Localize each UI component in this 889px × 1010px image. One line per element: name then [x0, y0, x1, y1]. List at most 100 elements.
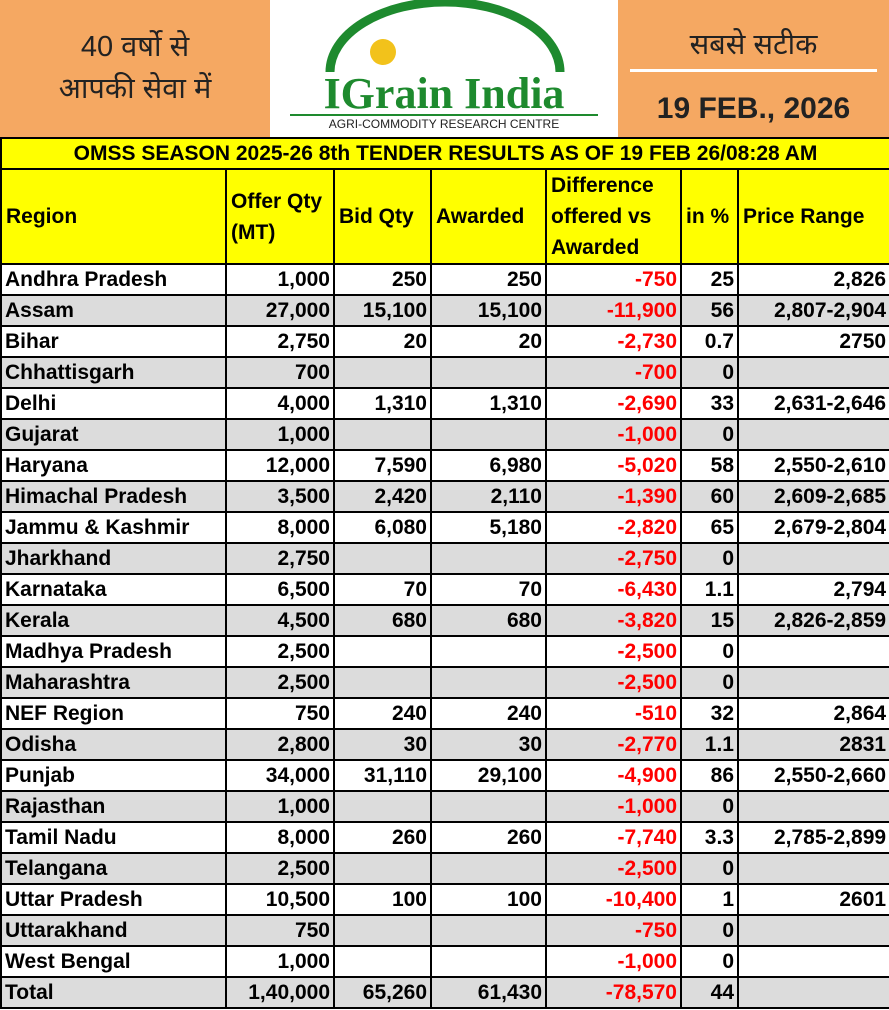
table-cell: -11,900: [545, 294, 682, 327]
table-cell: 70: [430, 573, 547, 606]
table-cell: 2,500: [225, 666, 335, 699]
table-row: Uttarakhand 750 -750 0: [0, 914, 889, 947]
table-cell: Punjab: [0, 759, 227, 792]
table-row: Uttar Pradesh 10,500 100 100 -10,400 1 2601: [0, 883, 889, 916]
table-cell: -2,820: [545, 511, 682, 544]
column-header: Region: [0, 168, 227, 265]
table-cell: 680: [430, 604, 547, 637]
table-cell: 30: [333, 728, 432, 761]
table-cell: 60: [680, 480, 739, 513]
tagline-box: 40 वर्षो से आपकी सेवा में: [0, 0, 270, 137]
table-cell: 30: [430, 728, 547, 761]
table-cell: [736, 945, 889, 978]
table-cell: -2,770: [545, 728, 682, 761]
date-box: सबसे सटीक 19 FEB., 2026: [618, 0, 889, 137]
table-cell: 0: [680, 666, 739, 699]
table-cell: 34,000: [225, 759, 335, 792]
table-cell: 12,000: [225, 449, 335, 482]
table-cell: 15,100: [430, 294, 547, 327]
table-row: Chhattisgarh 700 -700 0: [0, 356, 889, 389]
table-row: Assam 27,000 15,100 15,100 -11,900 56 2,807-2,…: [0, 294, 889, 327]
table-cell: Haryana: [0, 449, 227, 482]
table-cell: 2831: [736, 728, 889, 761]
table-cell: 65,260: [333, 976, 432, 1009]
table-cell: Chhattisgarh: [0, 356, 227, 389]
table-cell: Delhi: [0, 387, 227, 420]
table-cell: 33: [680, 387, 739, 420]
table-cell: 2,750: [225, 325, 335, 358]
table-cell: 0: [680, 418, 739, 451]
table-row: Maharashtra 2,500 -2,500 0: [0, 666, 889, 699]
table-cell: 0.7: [680, 325, 739, 358]
table-cell: 15,100: [333, 294, 432, 327]
table-cell: 1,000: [225, 263, 335, 296]
table-cell: 750: [225, 697, 335, 730]
table-cell: 2,500: [225, 852, 335, 885]
table-cell: 700: [225, 356, 335, 389]
table-cell: 1,000: [225, 945, 335, 978]
table-cell: [333, 418, 432, 451]
table-cell: Uttar Pradesh: [0, 883, 227, 916]
table-cell: [430, 635, 547, 668]
table-cell: 3.3: [680, 821, 739, 854]
table-cell: -2,500: [545, 666, 682, 699]
table-cell: Kerala: [0, 604, 227, 637]
table-row: Rajasthan 1,000 -1,000 0: [0, 790, 889, 823]
table-cell: Uttarakhand: [0, 914, 227, 947]
table-cell: 2,420: [333, 480, 432, 513]
table-cell: 15: [680, 604, 739, 637]
table-cell: -1,000: [545, 418, 682, 451]
table-cell: 260: [333, 821, 432, 854]
table-cell: 8,000: [225, 821, 335, 854]
table-row: West Bengal 1,000 -1,000 0: [0, 945, 889, 978]
table-row: Haryana 12,000 7,590 6,980 -5,020 58 2,550-2,6…: [0, 449, 889, 482]
table-cell: -510: [545, 697, 682, 730]
table-cell: [430, 418, 547, 451]
table-cell: 29,100: [430, 759, 547, 792]
table-cell: 27,000: [225, 294, 335, 327]
table-cell: [736, 790, 889, 823]
table-cell: 2,826-2,859: [736, 604, 889, 637]
table-cell: 2,750: [225, 542, 335, 575]
table-row: Punjab 34,000 31,110 29,100 -4,900 86 2,550-2,…: [0, 759, 889, 792]
column-header: Awarded: [430, 168, 547, 265]
table-cell: -750: [545, 914, 682, 947]
table-row: Jharkhand 2,750 -2,750 0: [0, 542, 889, 575]
table-cell: [333, 542, 432, 575]
table-cell: -2,500: [545, 635, 682, 668]
table-cell: 750: [225, 914, 335, 947]
table-cell: 10,500: [225, 883, 335, 916]
table-row: Kerala 4,500 680 680 -3,820 15 2,826-2,859: [0, 604, 889, 637]
table-cell: Karnataka: [0, 573, 227, 606]
column-header: Difference offered vs Awarded: [545, 168, 682, 265]
table-cell: [430, 542, 547, 575]
table-cell: 58: [680, 449, 739, 482]
table-cell: 5,180: [430, 511, 547, 544]
table-cell: Gujarat: [0, 418, 227, 451]
table-cell: 100: [430, 883, 547, 916]
logo-box: IGrain India AGRI-COMMODITY RESEARCH CEN…: [270, 0, 618, 137]
table-cell: [736, 914, 889, 947]
logo-subtitle: AGRI-COMMODITY RESEARCH CENTRE: [329, 117, 559, 131]
logo-icon: [370, 39, 396, 65]
table-cell: -2,690: [545, 387, 682, 420]
table-title: OMSS SEASON 2025-26 8th TENDER RESULTS A…: [0, 137, 889, 170]
table-cell: Maharashtra: [0, 666, 227, 699]
table-cell: West Bengal: [0, 945, 227, 978]
table-cell: 250: [430, 263, 547, 296]
table-cell: 1,310: [430, 387, 547, 420]
table-cell: [736, 542, 889, 575]
table-cell: 1.1: [680, 573, 739, 606]
table-cell: [333, 945, 432, 978]
table-cell: 1,310: [333, 387, 432, 420]
table-cell: 20: [430, 325, 547, 358]
table-row: Madhya Pradesh 2,500 -2,500 0: [0, 635, 889, 668]
table-cell: Himachal Pradesh: [0, 480, 227, 513]
table-row: Gujarat 1,000 -1,000 0: [0, 418, 889, 451]
table-cell: 240: [333, 697, 432, 730]
total-row: Total 1,40,000 65,260 61,430 -78,570 44: [0, 976, 889, 1009]
divider: [630, 69, 877, 72]
table-cell: 2750: [736, 325, 889, 358]
table-row: Jammu & Kashmir 8,000 6,080 5,180 -2,820 65 2,…: [0, 511, 889, 544]
